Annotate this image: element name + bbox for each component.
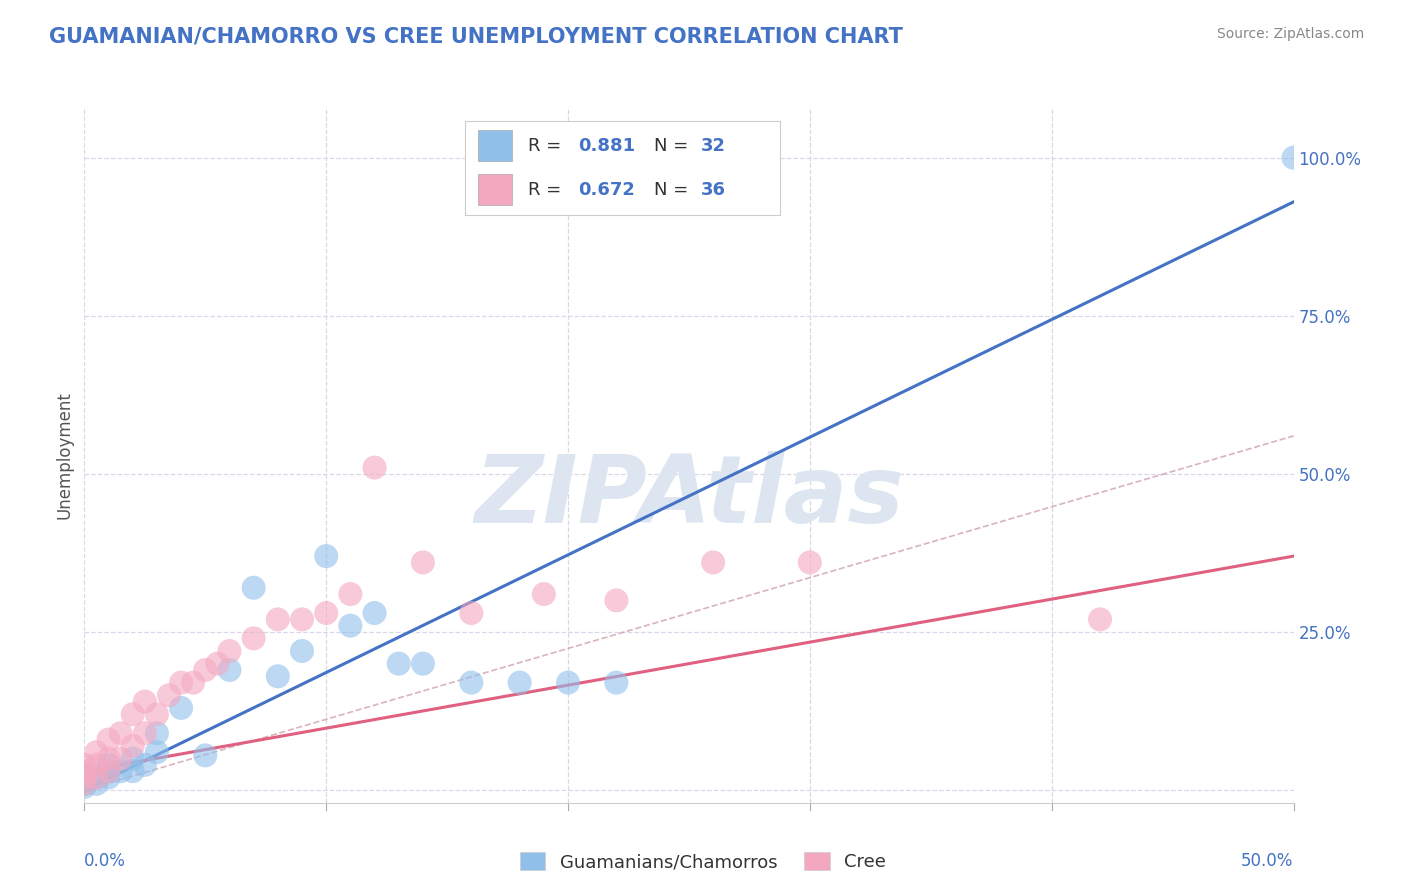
Point [388,657,411,671]
Point [73,777,96,791]
Point [73,771,96,785]
Point [121,751,143,765]
Point [73,767,96,781]
Point [73,764,96,779]
Point [363,460,385,475]
Point [363,606,385,620]
Point [97,751,120,765]
Point [267,669,290,683]
Point [73,773,96,788]
Point [73,757,96,772]
Point [207,657,229,671]
Text: Source: ZipAtlas.com: Source: ZipAtlas.com [1216,27,1364,41]
Point [170,701,193,715]
Point [73,771,96,785]
Point [799,556,821,570]
Point [339,618,361,632]
Point [146,745,169,759]
Point [557,675,579,690]
Point [86,745,108,759]
Point [605,675,627,690]
Point [194,663,217,677]
Point [73,780,96,794]
Point [218,644,240,658]
Point [97,732,120,747]
Point [97,757,120,772]
Point [702,556,724,570]
Point [1088,612,1111,626]
Point [110,726,132,740]
Legend: Guamanians/Chamorros, Cree: Guamanians/Chamorros, Cree [513,846,893,879]
Point [509,675,531,690]
Point [291,612,314,626]
Point [121,764,143,779]
Point [194,748,217,763]
Point [315,549,337,563]
Point [157,688,180,702]
Point [86,777,108,791]
Point [533,587,555,601]
Point [315,606,337,620]
Point [170,675,193,690]
Point [134,757,156,772]
Point [97,764,120,779]
Point [146,726,169,740]
Point [97,771,120,785]
Point [242,581,264,595]
Point [267,612,290,626]
Point [97,764,120,779]
Point [412,556,434,570]
Point [110,751,132,765]
Point [412,657,434,671]
Point [146,707,169,722]
Point [86,757,108,772]
Point [86,771,108,785]
Point [460,675,482,690]
Point [86,771,108,785]
Text: 0.0%: 0.0% [84,852,127,870]
Point [73,777,96,791]
Point [605,593,627,607]
Text: 50.0%: 50.0% [1241,852,1294,870]
Point [110,764,132,779]
Text: GUAMANIAN/CHAMORRO VS CREE UNEMPLOYMENT CORRELATION CHART: GUAMANIAN/CHAMORRO VS CREE UNEMPLOYMENT … [49,27,903,46]
Text: ZIPAtlas: ZIPAtlas [474,450,904,542]
Point [291,644,314,658]
Point [181,675,204,690]
Point [134,695,156,709]
Point [460,606,482,620]
Point [339,587,361,601]
Y-axis label: Unemployment: Unemployment [55,391,73,519]
Point [134,726,156,740]
Point [218,663,240,677]
Point [1282,151,1305,165]
Point [121,739,143,753]
Point [121,707,143,722]
Point [242,632,264,646]
